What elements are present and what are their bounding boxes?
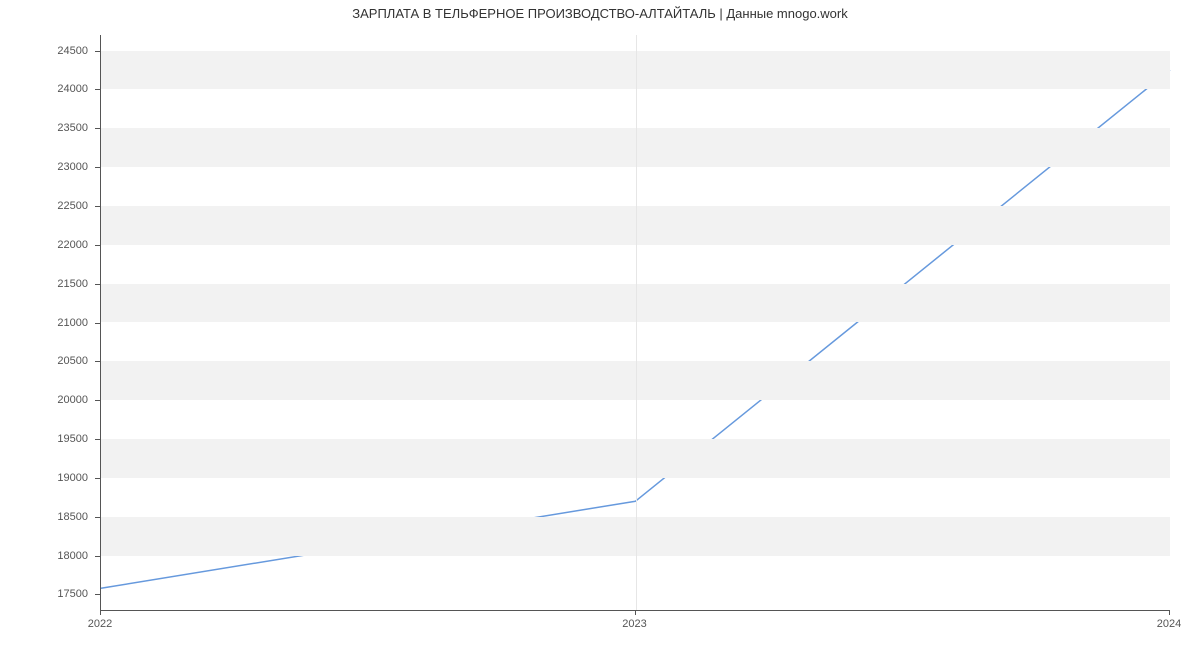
y-tick-mark xyxy=(95,478,100,479)
chart-title: ЗАРПЛАТА В ТЕЛЬФЕРНОЕ ПРОИЗВОДСТВО-АЛТАЙ… xyxy=(0,6,1200,21)
y-tick-label: 19500 xyxy=(0,433,88,445)
y-tick-mark xyxy=(95,89,100,90)
y-tick-mark xyxy=(95,167,100,168)
x-gridline xyxy=(636,35,637,610)
x-tick-label: 2022 xyxy=(88,618,112,630)
y-tick-mark xyxy=(95,439,100,440)
x-tick-label: 2023 xyxy=(622,618,646,630)
y-tick-mark xyxy=(95,128,100,129)
y-tick-label: 22000 xyxy=(0,239,88,251)
y-tick-mark xyxy=(95,245,100,246)
salary-line-chart: ЗАРПЛАТА В ТЕЛЬФЕРНОЕ ПРОИЗВОДСТВО-АЛТАЙ… xyxy=(0,0,1200,650)
y-tick-label: 20000 xyxy=(0,394,88,406)
y-tick-mark xyxy=(95,594,100,595)
y-tick-mark xyxy=(95,556,100,557)
y-tick-mark xyxy=(95,51,100,52)
y-tick-mark xyxy=(95,206,100,207)
y-tick-label: 23000 xyxy=(0,161,88,173)
y-tick-label: 24000 xyxy=(0,83,88,95)
y-tick-mark xyxy=(95,400,100,401)
y-tick-label: 22500 xyxy=(0,200,88,212)
y-tick-label: 18500 xyxy=(0,511,88,523)
x-tick-label: 2024 xyxy=(1157,618,1181,630)
y-tick-label: 19000 xyxy=(0,472,88,484)
y-tick-label: 23500 xyxy=(0,122,88,134)
y-tick-mark xyxy=(95,323,100,324)
y-tick-label: 18000 xyxy=(0,550,88,562)
plot-area xyxy=(100,35,1170,611)
y-tick-mark xyxy=(95,284,100,285)
x-tick-mark xyxy=(100,610,101,615)
x-tick-mark xyxy=(635,610,636,615)
y-tick-label: 20500 xyxy=(0,355,88,367)
y-tick-label: 21000 xyxy=(0,317,88,329)
y-tick-label: 17500 xyxy=(0,588,88,600)
y-tick-mark xyxy=(95,361,100,362)
y-tick-mark xyxy=(95,517,100,518)
x-tick-mark xyxy=(1169,610,1170,615)
y-tick-label: 24500 xyxy=(0,45,88,57)
y-tick-label: 21500 xyxy=(0,278,88,290)
